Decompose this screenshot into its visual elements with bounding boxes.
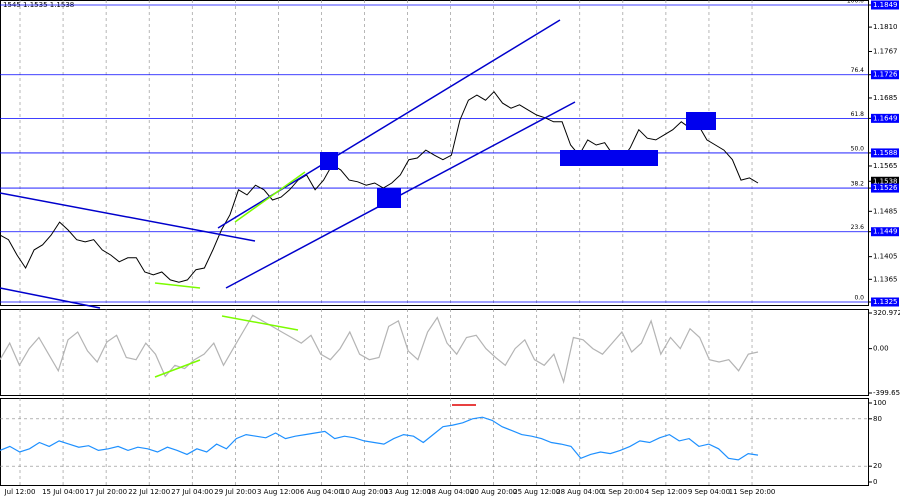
- level-price-box: [871, 148, 899, 158]
- trend-line: [0, 287, 101, 309]
- x-tick-label: 15 Jul 04:00: [42, 488, 84, 496]
- x-tick-label: 20 Aug 20:00: [470, 488, 517, 496]
- y-tick-label: 1.1565: [873, 162, 898, 170]
- level-price-box: [871, 70, 899, 80]
- x-tick-label: 25 Aug 12:00: [513, 488, 560, 496]
- zone-box: [560, 150, 658, 166]
- x-tick-label: 13 Aug 12:00: [384, 488, 431, 496]
- fib-label: 61.8: [851, 111, 865, 118]
- fib-label: 76.4: [851, 67, 865, 74]
- fib-label: 0.0: [854, 295, 864, 302]
- x-tick-label: 28 Aug 04:00: [556, 488, 603, 496]
- y-tick-label: 1.1538: [873, 177, 898, 185]
- y-tick-label: 1.1849: [873, 1, 898, 9]
- y-tick-label: 1.1649: [873, 114, 898, 122]
- y-tick-label: 1.1449: [873, 228, 898, 236]
- y-tick-label: 1.1810: [873, 23, 898, 31]
- x-tick-label: 6 Aug 04:00: [300, 488, 343, 496]
- x-tick-label: 29 Jul 20:00: [214, 488, 256, 496]
- series-line: [0, 90, 759, 283]
- y-tick-label: 100: [873, 399, 886, 407]
- trend-line: [0, 192, 256, 242]
- rsi-panel: [0, 398, 869, 486]
- y-tick-label: 1.1365: [873, 275, 898, 283]
- series-line: [0, 314, 759, 385]
- y-tick-label: 1.1526: [873, 184, 898, 192]
- y-tick-label: 0: [873, 478, 877, 486]
- fib-label: 23.6: [851, 224, 865, 231]
- x-tick-label: Jul 12:00: [4, 488, 36, 496]
- y-tick-label: 1.1485: [873, 207, 898, 215]
- divergence-line: [154, 282, 201, 289]
- x-tick-label: 22 Jul 12:00: [128, 488, 170, 496]
- x-tick-label: 3 Aug 12:00: [257, 488, 300, 496]
- y-tick-label: 0.00: [873, 345, 889, 353]
- divergence-line: [234, 171, 306, 223]
- y-tick-label: -399.652: [873, 389, 900, 397]
- x-tick-label: 9 Sep 04:00: [688, 488, 730, 496]
- fib-label: 100.0: [847, 0, 864, 5]
- zone-box: [320, 152, 338, 170]
- x-tick-label: 18 Aug 04:00: [427, 488, 474, 496]
- level-price-box: [871, 227, 899, 237]
- y-tick-label: 1.1405: [873, 253, 898, 261]
- fib-label: 50.0: [851, 145, 865, 152]
- y-tick-label: 320.9724: [873, 309, 900, 317]
- x-tick-label: 17 Jul 20:00: [85, 488, 127, 496]
- zone-box: [686, 112, 716, 130]
- divergence-line: [221, 315, 299, 331]
- zone-box: [377, 188, 401, 208]
- series-line: [0, 416, 759, 461]
- current-price-box: [871, 176, 899, 186]
- drawings: [0, 19, 716, 406]
- fib-label: 38.2: [851, 181, 865, 188]
- y-tick-label: 1.1588: [873, 149, 898, 157]
- level-price-box: [871, 0, 899, 10]
- y-tick-label: 80: [873, 415, 882, 423]
- y-tick-label: 1.1726: [873, 71, 898, 79]
- divergence-line: [154, 359, 201, 378]
- y-tick-label: 1.1685: [873, 94, 898, 102]
- cci-panel: [0, 309, 869, 396]
- x-tick-label: 10 Aug 20:00: [341, 488, 388, 496]
- x-tick-label: 4 Sep 12:00: [645, 488, 687, 496]
- x-tick-label: 1 Sep 20:00: [602, 488, 644, 496]
- x-tick-label: 27 Jul 04:00: [171, 488, 213, 496]
- y-tick-label: 20: [873, 462, 882, 470]
- level-price-box: [871, 113, 899, 123]
- level-price-box: [871, 183, 899, 193]
- level-price-box: [871, 297, 899, 307]
- y-tick-label: 1.1325: [873, 298, 898, 306]
- x-tick-label: 11 Sep 20:00: [729, 488, 776, 496]
- y-tick-label: 1.1767: [873, 47, 898, 55]
